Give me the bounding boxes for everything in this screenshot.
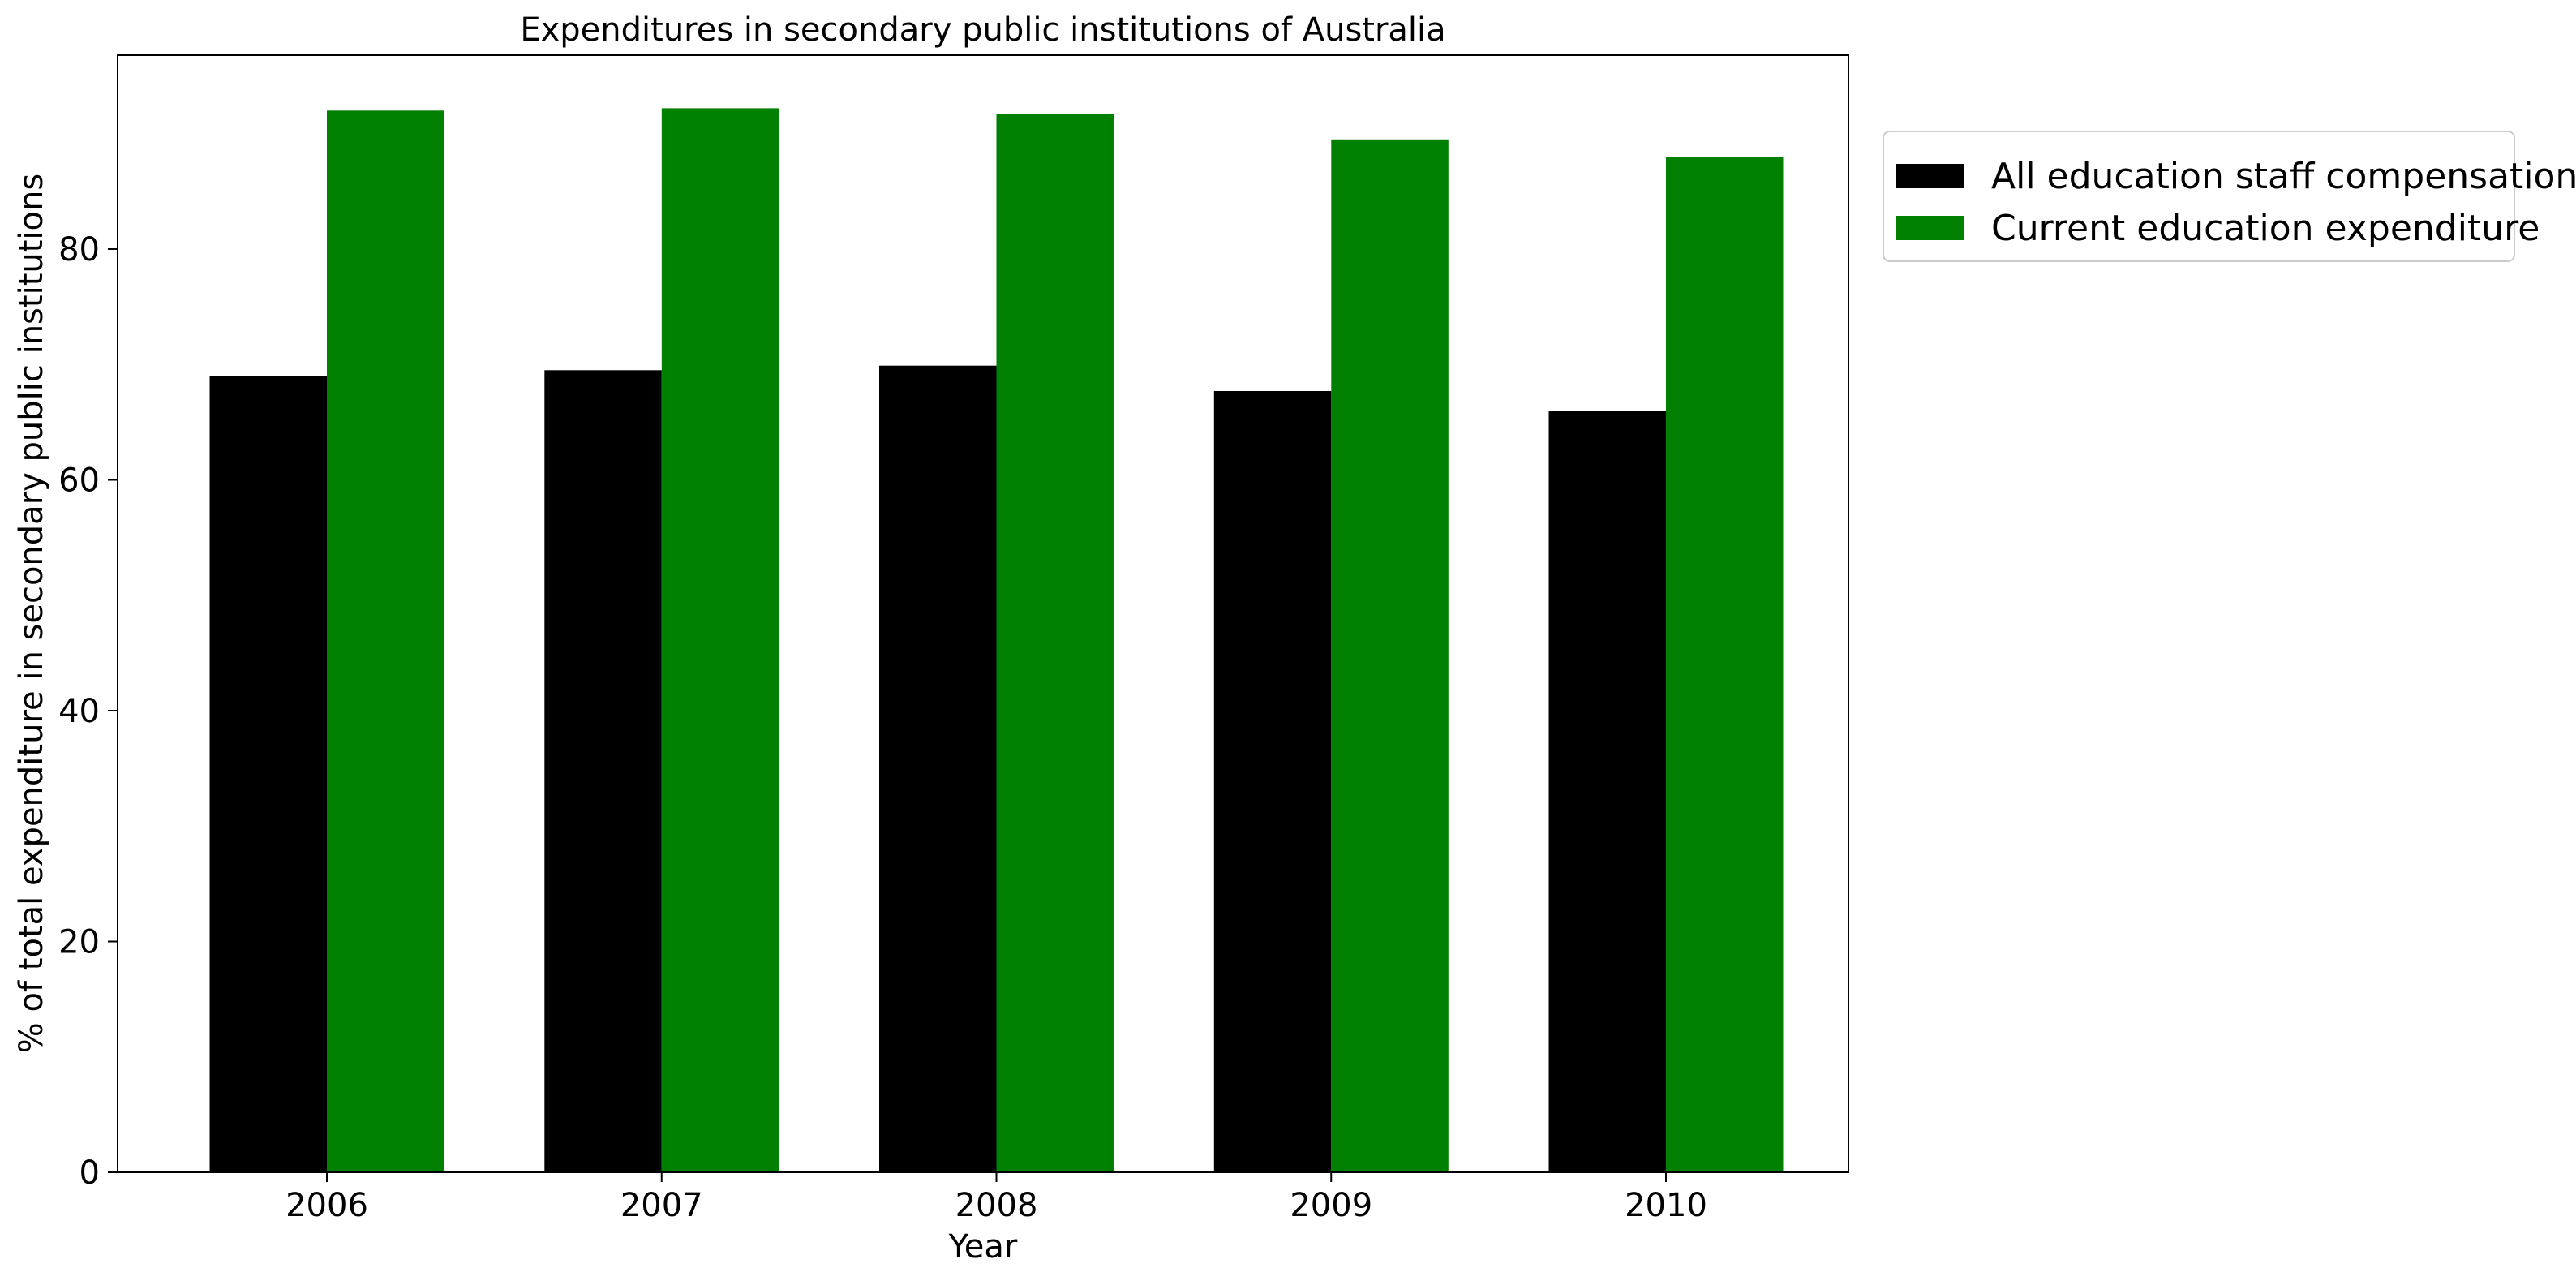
bar-staff-compensation-2008 [879, 365, 997, 1172]
y-axis-ticks: 0 20 40 60 80 [58, 231, 118, 1192]
legend-frame [1883, 131, 2515, 262]
legend-swatch-current-expenditure [1896, 216, 1964, 240]
legend-swatch-staff-compensation [1896, 164, 1964, 188]
bar-staff-compensation-2009 [1213, 391, 1332, 1172]
x-tick-label-2007: 2007 [620, 1187, 703, 1224]
legend-label-staff-compensation: All education staff compensation [1991, 156, 2576, 197]
bar-current-expenditure-2007 [661, 108, 779, 1172]
bars-layer [209, 108, 1784, 1173]
y-tick-label-20: 20 [58, 923, 100, 961]
y-tick-label-60: 60 [58, 462, 100, 499]
legend: All education staff compensation Current… [1883, 131, 2576, 262]
y-tick-label-80: 80 [58, 231, 100, 269]
plot-frame [117, 54, 1849, 1173]
y-tick-label-40: 40 [58, 693, 100, 730]
bar-current-expenditure-2010 [1666, 157, 1784, 1173]
x-axis-label: Year [948, 1228, 1018, 1266]
x-tick-label-2009: 2009 [1290, 1187, 1372, 1224]
bar-staff-compensation-2006 [209, 376, 327, 1172]
x-axis-ticks: 2006 2007 2008 2009 2010 [286, 1172, 1707, 1224]
x-tick-label-2006: 2006 [286, 1187, 368, 1224]
bar-current-expenditure-2008 [996, 114, 1114, 1172]
bar-current-expenditure-2009 [1331, 139, 1449, 1172]
bar-staff-compensation-2007 [544, 370, 662, 1172]
y-tick-label-0: 0 [79, 1154, 100, 1192]
x-tick-label-2008: 2008 [955, 1187, 1038, 1224]
bar-current-expenditure-2006 [327, 110, 444, 1172]
chart-title: Expenditures in secondary public institu… [520, 11, 1445, 49]
legend-label-current-expenditure: Current education expenditure [1991, 208, 2540, 249]
y-axis-label: % of total expenditure in secondary publ… [13, 174, 50, 1053]
x-tick-label-2010: 2010 [1625, 1187, 1707, 1224]
bar-staff-compensation-2010 [1548, 411, 1666, 1173]
